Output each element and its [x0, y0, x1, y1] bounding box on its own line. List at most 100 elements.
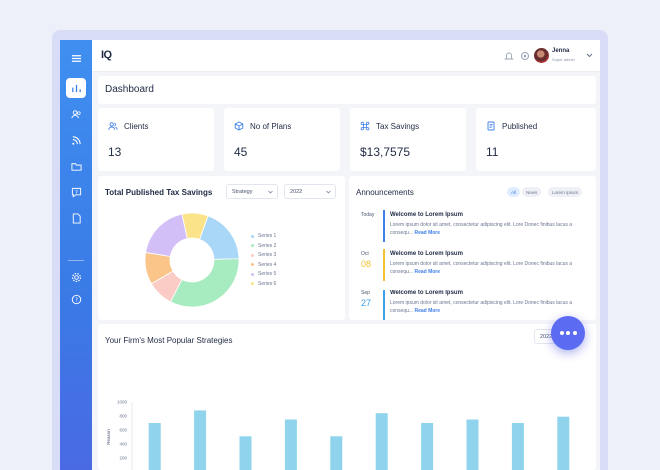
users-icon[interactable] [66, 104, 86, 124]
legend-item: Series 6 [251, 281, 276, 291]
announcement-body: Lorem ipsum dolor sit amet, consectetur … [390, 261, 585, 276]
help-chat-icon[interactable]: ? [66, 182, 86, 202]
feed-icon[interactable] [66, 130, 86, 150]
settings-icon[interactable] [66, 267, 86, 287]
cube-icon [234, 121, 244, 131]
y-tick-label: 200 [119, 456, 127, 461]
year-select-value: 2022 [290, 189, 303, 195]
announcement-date: 27 [361, 298, 372, 308]
legend-item: Series 5 [251, 271, 276, 281]
filter-chip-all[interactable]: All [507, 187, 521, 197]
app-logo[interactable]: IQ [101, 49, 112, 61]
announcement-item[interactable]: Oct 08 Welcome to Lorem Ipsum Lorem ipsu… [356, 249, 591, 285]
read-more-link[interactable]: Read More [414, 307, 441, 314]
stat-card-plans[interactable]: No of Plans 45 [224, 108, 340, 171]
avatar[interactable] [534, 48, 549, 63]
legend-swatch [251, 282, 254, 286]
stat-card-clients[interactable]: Clients 13 [98, 108, 214, 171]
page-title: Dashboard [105, 84, 154, 95]
filter-chip-news[interactable]: News [522, 187, 542, 197]
chat-dot [572, 331, 577, 335]
bar-10[interactable] [557, 416, 570, 470]
bar-1[interactable] [148, 423, 161, 470]
sidebar: ? ? [60, 40, 92, 470]
strategy-select[interactable]: Strategy [226, 184, 278, 199]
document-icon[interactable] [66, 208, 86, 228]
tax-savings-donut-chart [144, 212, 240, 308]
announcement-marker [383, 210, 385, 242]
announcement-headline: Welcome to Lorem Ipsum [390, 290, 463, 296]
y-tick-label: 1000 [117, 400, 128, 405]
stat-label: Tax Savings [376, 122, 420, 131]
legend-swatch [251, 234, 254, 238]
filter-chip-lorem[interactable]: Lorem Ipsum [548, 187, 583, 197]
announcement-body: Lorem ipsum dolor sit amet, consectetur … [390, 222, 585, 237]
announcement-text: Lorem ipsum dolor sit amet, consectetur … [390, 261, 573, 275]
menu-icon[interactable] [66, 48, 86, 68]
announcement-item[interactable]: Today Welcome to Lorem Ipsum Lorem ipsum… [356, 210, 591, 246]
tax-savings-title: Total Published Tax Savings [105, 188, 213, 197]
stat-value: $13,7575 [360, 145, 411, 159]
users-icon [108, 122, 118, 130]
stat-value: 11 [486, 145, 499, 159]
announcement-headline: Welcome to Lorem Ipsum [390, 212, 463, 218]
bar-5[interactable] [330, 436, 343, 470]
question-icon[interactable]: ? [66, 289, 86, 309]
legend-item: Series 2 [251, 243, 276, 253]
stat-label: Published [502, 122, 538, 131]
announcement-body: Lorem ipsum dolor sit amet, consectetur … [390, 300, 585, 315]
bell-icon[interactable] [504, 51, 514, 61]
donut-slice-2[interactable] [169, 258, 240, 308]
legend-item: Series 1 [251, 233, 276, 243]
announcement-date: 08 [361, 259, 372, 269]
legend-swatch [251, 263, 254, 267]
bar-7[interactable] [421, 423, 434, 470]
announcement-marker [383, 290, 385, 320]
legend-item: Series 4 [251, 262, 276, 272]
legend-label: Series 1 [258, 233, 277, 239]
legend-label: Series 6 [258, 280, 277, 287]
sidebar-divider [68, 260, 84, 261]
stat-value: 45 [234, 145, 248, 159]
bar-chart-icon[interactable] [66, 78, 86, 98]
read-more-link[interactable]: Read More [414, 268, 441, 275]
legend-item: Series 3 [251, 252, 276, 262]
svg-text:?: ? [75, 297, 78, 303]
donut-legend: Series 1 Series 2 Series 3 Series 4 Series 5… [251, 233, 276, 291]
stat-value: 13 [108, 145, 122, 159]
bar-8[interactable] [466, 419, 479, 470]
donut-slice-6[interactable] [181, 212, 209, 240]
bar-9[interactable] [511, 423, 524, 470]
tax-savings-card: Total Published Tax Savings Strategy 202… [98, 176, 345, 320]
announcement-marker [383, 249, 385, 281]
strategies-card: Your Firm's Most Popular Strategies 2022… [98, 324, 596, 470]
legend-label: Series 3 [258, 252, 277, 259]
stat-card-tax-savings[interactable]: Tax Savings $13,7575 [350, 108, 466, 171]
bar-2[interactable] [194, 410, 207, 470]
command-icon [360, 121, 370, 131]
stat-label: No of Plans [250, 122, 292, 131]
bar-6[interactable] [375, 413, 388, 470]
chat-button[interactable] [551, 316, 585, 350]
legend-label: Series 4 [258, 261, 277, 268]
year-select[interactable]: 2022 [284, 184, 336, 199]
document-icon [487, 121, 495, 131]
bar-3[interactable] [239, 436, 252, 470]
stat-card-published[interactable]: Published 11 [476, 108, 596, 171]
strategies-year-value: 2022 [540, 334, 553, 340]
announcements-card: Announcements All News Lorem Ipsum Today… [349, 176, 596, 320]
bar-4[interactable] [284, 419, 297, 470]
y-axis-label: Reason [106, 429, 111, 445]
legend-swatch [251, 272, 254, 276]
announcement-headline: Welcome to Lorem Ipsum [390, 251, 463, 257]
strategies-title: Your Firm's Most Popular Strategies [105, 336, 233, 345]
read-more-link[interactable]: Read More [414, 229, 441, 236]
chevron-down-icon[interactable] [586, 52, 593, 58]
announcement-item[interactable]: Sep 27 Welcome to Lorem Ipsum Lorem ipsu… [356, 290, 591, 320]
announcement-day: Today [361, 212, 375, 218]
svg-text:?: ? [75, 189, 78, 195]
donut-slice-5[interactable] [145, 213, 188, 257]
folder-icon[interactable] [66, 156, 86, 176]
settings-icon[interactable] [520, 51, 530, 61]
announcement-text: Lorem ipsum dolor sit amet, consectetur … [390, 300, 573, 314]
